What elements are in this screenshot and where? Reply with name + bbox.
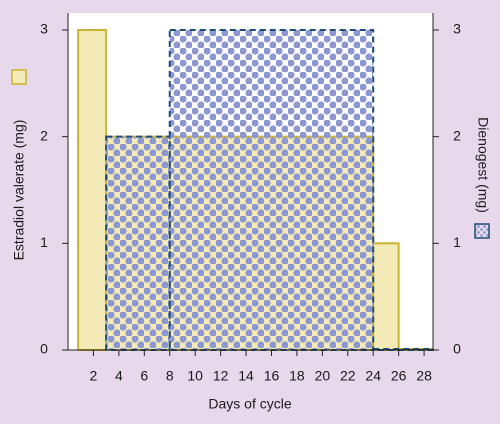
y-tick-label: 0 — [40, 341, 48, 357]
x-tick-label: 2 — [90, 368, 98, 384]
y2-axis-label: Dienogest (mg) — [475, 117, 491, 213]
y2-tick-label: 0 — [453, 341, 461, 357]
estradiol-bar — [372, 242, 400, 351]
x-tick-label: 28 — [416, 368, 432, 384]
y-tick-label: 3 — [40, 21, 48, 37]
y2-tick-label: 2 — [453, 127, 461, 143]
x-tick-label: 12 — [213, 368, 229, 384]
x-tick-label: 8 — [166, 368, 174, 384]
y-axis-label: Estradiol valerate (mg) — [11, 120, 27, 261]
dienogest-bar — [105, 135, 171, 351]
x-axis-label: Days of cycle — [208, 396, 291, 412]
y-tick-label: 1 — [40, 234, 48, 250]
legend-icon — [11, 69, 27, 85]
x-tick-label: 10 — [187, 368, 203, 384]
x-tick-label: 6 — [140, 368, 148, 384]
legend-icon — [474, 223, 490, 239]
x-tick-label: 20 — [315, 368, 331, 384]
y-tick-label: 2 — [40, 127, 48, 143]
x-tick-label: 26 — [391, 368, 407, 384]
x-tick-label: 16 — [264, 368, 280, 384]
x-tick-label: 18 — [289, 368, 305, 384]
dienogest-bar — [168, 29, 375, 351]
y2-tick-label: 1 — [453, 234, 461, 250]
x-tick-label: 24 — [365, 368, 381, 384]
x-tick-label: 4 — [115, 368, 123, 384]
x-tick-label: 22 — [340, 368, 356, 384]
y2-tick-label: 3 — [453, 21, 461, 37]
estradiol-bar — [77, 29, 108, 351]
x-tick-label: 14 — [238, 368, 254, 384]
